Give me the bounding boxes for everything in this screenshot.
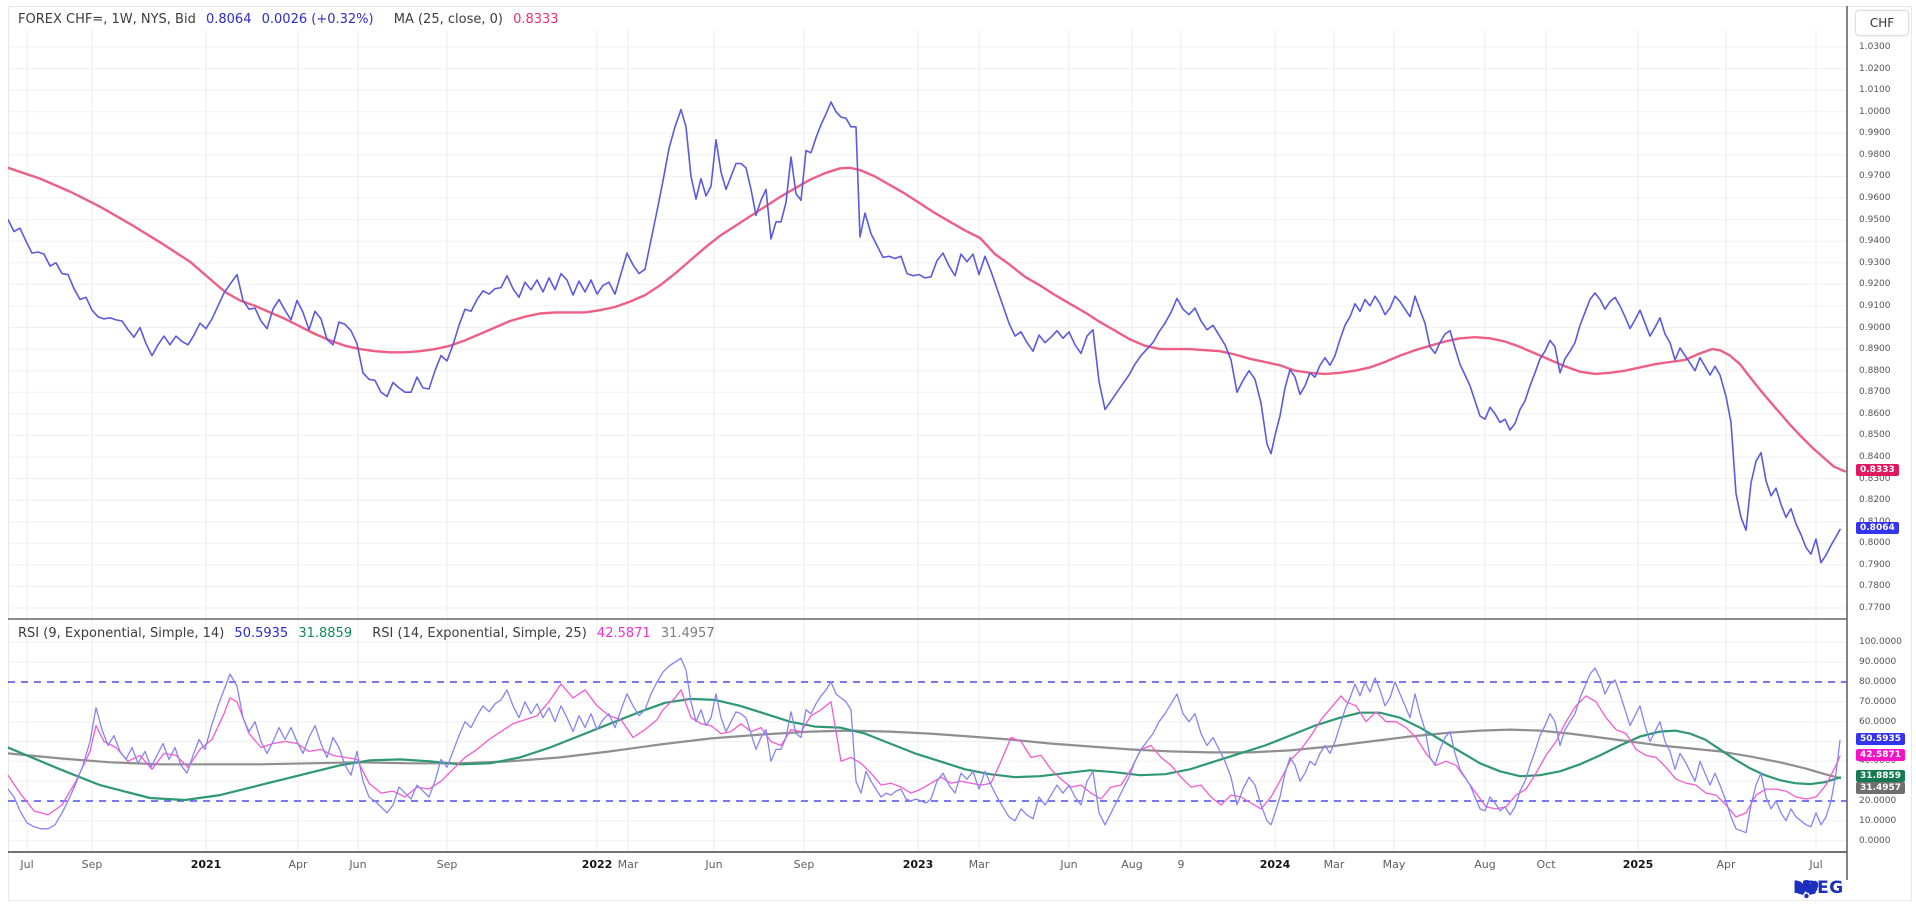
ma-label[interactable]: MA (25, close, 0) — [393, 12, 503, 27]
axis-price-badge: 0.8333 — [1856, 464, 1899, 477]
time-tick-month: Apr — [288, 858, 308, 871]
rsi2-value: 42.5871 — [596, 626, 651, 641]
price-tick-label: 0.8000 — [1859, 538, 1891, 549]
price-tick-label: 0.9500 — [1859, 214, 1891, 225]
rsi1-signal-value: 31.8859 — [298, 626, 353, 641]
price-tick-label: 0.9100 — [1859, 300, 1891, 311]
time-tick-year: 2021 — [190, 858, 222, 871]
time-tick-year: 2023 — [902, 858, 934, 871]
time-tick-month: Jul — [1809, 858, 1823, 871]
axis-price-badge: 31.4957 — [1856, 782, 1905, 795]
price-tick-label: 0.9600 — [1859, 193, 1891, 204]
price-tick-label: 1.0000 — [1859, 106, 1891, 117]
rsi1-label[interactable]: RSI (9, Exponential, Simple, 14) — [18, 626, 225, 641]
last-price: 0.8064 — [205, 12, 252, 27]
rsi-tick-label: 20.0000 — [1859, 796, 1897, 806]
time-tick-month: Jun — [705, 858, 723, 871]
time-tick-month: Sep — [81, 858, 103, 871]
time-tick-month: Jul — [20, 858, 34, 871]
rsi-tick-label: 10.0000 — [1859, 815, 1897, 826]
series-line — [8, 697, 1842, 802]
price-tick-label: 0.7800 — [1859, 581, 1891, 592]
time-tick-year: 2024 — [1259, 858, 1291, 871]
price-tick-label: 0.9700 — [1859, 171, 1891, 182]
rsi-header: RSI (9, Exponential, Simple, 14) 50.5935… — [18, 626, 721, 641]
ma-value: 0.8333 — [513, 12, 559, 27]
rsi-tick-label: 90.0000 — [1859, 657, 1897, 668]
series-line — [8, 683, 1841, 818]
rsi-tick-label: 60.0000 — [1859, 716, 1897, 727]
price-tick-label: 0.9000 — [1859, 322, 1891, 333]
rsi2-label[interactable]: RSI (14, Exponential, Simple, 25) — [372, 626, 587, 641]
axis-price-badge: 42.5871 — [1856, 749, 1905, 762]
time-tick-month: Apr — [1716, 858, 1736, 871]
axis-price-badge: 31.8859 — [1856, 770, 1905, 783]
instrument-header: FOREX CHF=, 1W, NYS, Bid 0.8064 0.0026 (… — [18, 12, 565, 27]
series-line — [8, 166, 1847, 473]
price-tick-label: 0.8500 — [1859, 430, 1891, 441]
price-tick-label: 0.9900 — [1859, 128, 1891, 139]
time-tick-month: Sep — [793, 858, 815, 871]
instrument-title: FOREX CHF=, 1W, NYS, Bid — [18, 12, 196, 27]
time-tick-month: Sep — [436, 858, 458, 871]
price-tick-label: 0.7900 — [1859, 559, 1891, 570]
price-tick-label: 0.8600 — [1859, 408, 1891, 419]
time-tick-year: 2025 — [1622, 858, 1654, 871]
time-tick-month: Jun — [349, 858, 367, 871]
rsi1-value: 50.5935 — [234, 626, 289, 641]
time-tick-month: Aug — [1121, 858, 1143, 871]
price-change: 0.0026 (+0.32%) — [261, 12, 374, 27]
price-tick-label: 0.8100 — [1859, 517, 1891, 527]
rsi-tick-label: 70.0000 — [1859, 696, 1897, 707]
chart-frame — [8, 6, 1912, 901]
rsi-tick-label: 0.0000 — [1859, 835, 1891, 846]
price-tick-label: 0.9800 — [1859, 149, 1891, 160]
time-tick-month: Mar — [968, 858, 990, 871]
axis-price-badge: 50.5935 — [1856, 733, 1905, 746]
lseg-logo: LSEG — [1793, 878, 1844, 899]
price-tick-label: 0.7700 — [1859, 603, 1891, 613]
time-tick-month: Mar — [1323, 858, 1345, 871]
axis-currency-box: CHF — [1855, 10, 1909, 36]
series-line — [8, 728, 1842, 780]
price-tick-label: 0.9200 — [1859, 279, 1891, 290]
time-tick-month: Jun — [1060, 858, 1078, 871]
time-tick-month: 9 — [1177, 858, 1185, 871]
price-tick-label: 0.8900 — [1859, 344, 1891, 355]
time-tick-year: 2022 — [581, 858, 613, 871]
lseg-crest-icon — [1794, 880, 1819, 899]
price-tick-label: 0.8300 — [1859, 473, 1891, 484]
price-tick-label: 1.0300 — [1859, 42, 1891, 52]
price-tick-label: 0.8400 — [1859, 451, 1891, 462]
rsi2-signal-value: 31.4957 — [660, 626, 715, 641]
rsi-tick-label: 80.0000 — [1859, 677, 1897, 687]
time-tick-month: Aug — [1474, 858, 1496, 871]
time-tick-month: Oct — [1536, 858, 1556, 871]
series-line — [8, 657, 1841, 834]
axis-price-badge: 0.8064 — [1856, 522, 1899, 535]
axis-currency-label: CHF — [1869, 16, 1895, 30]
rsi-tick-label: 100.0000 — [1859, 637, 1902, 648]
rsi-tick-label: 40.0000 — [1859, 756, 1897, 767]
price-tick-label: 0.8700 — [1859, 387, 1891, 398]
price-tick-label: 0.9400 — [1859, 236, 1891, 247]
price-tick-label: 1.0200 — [1859, 63, 1891, 74]
time-tick-month: May — [1382, 858, 1406, 871]
series-line — [8, 101, 1841, 564]
right-axis[interactable]: CHF 1.0300 1.0200 1.0100 1.0000 0.9900 0.9800… — [1853, 0, 1916, 905]
price-tick-label: 0.8200 — [1859, 495, 1891, 506]
price-tick-label: 0.8800 — [1859, 365, 1891, 376]
time-tick-month: Mar — [617, 858, 639, 871]
price-tick-label: 0.9300 — [1859, 257, 1891, 268]
price-tick-label: 1.0100 — [1859, 85, 1891, 96]
